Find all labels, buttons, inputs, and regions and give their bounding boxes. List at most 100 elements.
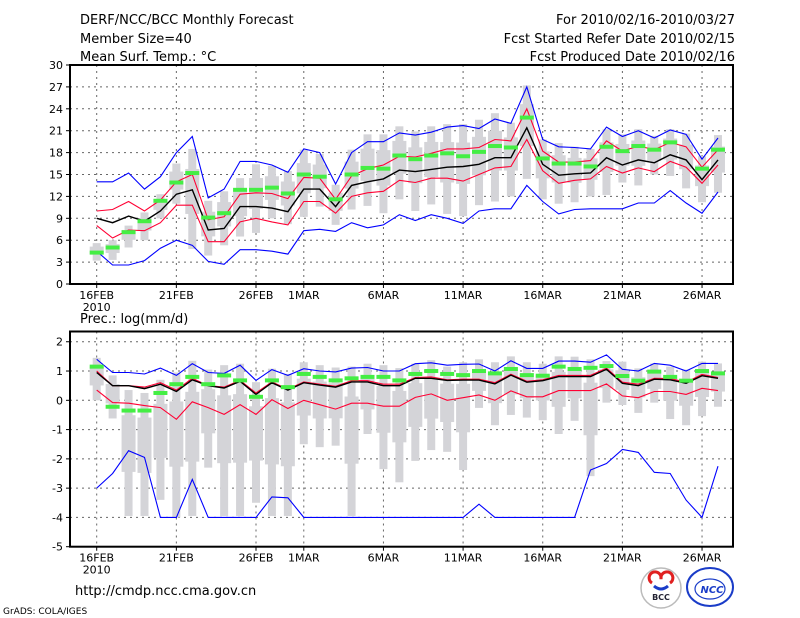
observed-marker bbox=[456, 373, 471, 378]
y-tick-label: 6 bbox=[56, 234, 63, 247]
ensemble-box bbox=[456, 383, 471, 433]
series-line-mean bbox=[96, 368, 719, 396]
observed-marker bbox=[631, 144, 646, 149]
ensemble-box bbox=[647, 371, 662, 389]
x-tick-label: 21MAR bbox=[603, 289, 642, 302]
y-tick-label: 21 bbox=[49, 125, 63, 138]
ensemble-box bbox=[583, 382, 598, 436]
observed-marker bbox=[710, 371, 725, 376]
observed-marker bbox=[663, 140, 678, 145]
observed-marker bbox=[344, 376, 359, 381]
ensemble-box bbox=[233, 189, 248, 217]
ensemble-box bbox=[89, 246, 104, 255]
y-tick-label: 15 bbox=[49, 169, 63, 182]
series-line-lower bbox=[96, 138, 719, 243]
y-tick-label: 1 bbox=[56, 365, 63, 378]
observed-marker bbox=[392, 378, 407, 383]
ensemble-box bbox=[360, 148, 375, 181]
x-tick-label: 21FEB bbox=[159, 552, 194, 565]
ncc-logo: NCC bbox=[686, 567, 734, 607]
observed-marker bbox=[89, 364, 104, 369]
x-tick-label: 11MAR bbox=[444, 289, 483, 302]
observed-marker bbox=[535, 373, 550, 378]
ensemble-box bbox=[679, 380, 694, 406]
observed-marker bbox=[519, 115, 534, 120]
series-line-upper bbox=[96, 107, 719, 221]
ensemble-box bbox=[503, 368, 518, 395]
observed-marker bbox=[535, 156, 550, 161]
y-tick-label: 12 bbox=[49, 190, 63, 203]
observed-marker bbox=[233, 187, 248, 192]
observed-marker bbox=[599, 144, 614, 149]
observed-marker bbox=[249, 394, 263, 399]
series-line-min bbox=[96, 448, 719, 519]
observed-marker bbox=[440, 151, 455, 156]
y-tick-label: 24 bbox=[49, 103, 63, 116]
ensemble-box bbox=[408, 383, 423, 427]
observed-marker bbox=[312, 174, 327, 179]
observed-marker bbox=[280, 385, 295, 390]
observed-marker bbox=[551, 364, 566, 369]
y-tick-label: -4 bbox=[52, 511, 63, 524]
x-tick-label: 21FEB bbox=[159, 289, 194, 302]
produced-date: Fcst Produced Date 2010/02/16 bbox=[530, 50, 735, 65]
series-line-upper bbox=[96, 367, 719, 394]
ensemble-box bbox=[249, 406, 263, 461]
observed-marker bbox=[487, 371, 502, 376]
ensemble-box bbox=[121, 415, 136, 472]
observed-marker bbox=[280, 191, 295, 196]
y-tick-label: 9 bbox=[56, 212, 63, 225]
svg-text:NCC: NCC bbox=[700, 585, 724, 596]
observed-marker bbox=[312, 374, 327, 379]
observed-marker bbox=[615, 374, 630, 379]
observed-marker bbox=[503, 145, 518, 150]
observed-marker bbox=[631, 378, 646, 383]
observed-marker bbox=[599, 364, 614, 369]
ensemble-box bbox=[599, 369, 614, 389]
observed-marker bbox=[169, 180, 184, 185]
ensemble-box bbox=[153, 403, 168, 458]
ensemble-box bbox=[296, 378, 311, 416]
observed-marker bbox=[121, 230, 136, 235]
observed-marker bbox=[551, 161, 566, 166]
precipitation-chart: -5 -4 -3 -2 -1 0 1 2 16FEB 21FEB 26FEB 1MAR 6MAR 11MA… bbox=[52, 330, 734, 577]
ensemble-box bbox=[312, 381, 327, 419]
ensemble-box bbox=[280, 402, 295, 467]
observed-marker bbox=[440, 371, 455, 376]
y-tick-label: 30 bbox=[49, 59, 63, 72]
observed-marker bbox=[647, 369, 662, 374]
x-tick-label: 6MAR bbox=[368, 552, 400, 565]
ensemble-box bbox=[360, 377, 375, 410]
observed-marker bbox=[217, 373, 232, 378]
ensemble-box bbox=[456, 142, 471, 184]
x-tick-label: 26MAR bbox=[683, 552, 722, 565]
observed-marker bbox=[105, 245, 120, 250]
observed-marker bbox=[185, 374, 200, 379]
y-tick-label: -2 bbox=[52, 453, 63, 466]
observed-marker bbox=[424, 153, 439, 158]
observed-marker bbox=[567, 366, 582, 371]
y-tick-label: -5 bbox=[52, 541, 63, 554]
observed-marker bbox=[249, 187, 263, 192]
ensemble-box bbox=[201, 211, 216, 237]
ensemble-box bbox=[185, 391, 200, 462]
ensemble-box bbox=[105, 384, 120, 404]
y-tick-label: 0 bbox=[56, 278, 63, 291]
ensemble-box bbox=[408, 147, 423, 184]
observed-marker bbox=[424, 369, 439, 374]
x-year-label: 2010 bbox=[83, 301, 111, 314]
observed-marker bbox=[663, 374, 678, 379]
observed-marker bbox=[503, 366, 518, 371]
ensemble-box bbox=[424, 141, 439, 178]
x-tick-label: 16MAR bbox=[523, 552, 562, 565]
observed-marker bbox=[201, 382, 216, 387]
observed-marker bbox=[328, 197, 343, 202]
observed-marker bbox=[695, 166, 710, 171]
observed-marker bbox=[360, 374, 375, 379]
observed-marker bbox=[233, 378, 248, 383]
website-url[interactable]: http://cmdp.ncc.cma.gov.cn bbox=[75, 584, 256, 599]
y-tick-label: -1 bbox=[52, 424, 63, 437]
observed-marker bbox=[567, 161, 582, 166]
observed-marker bbox=[137, 408, 152, 413]
y-tick-label: 0 bbox=[56, 394, 63, 407]
